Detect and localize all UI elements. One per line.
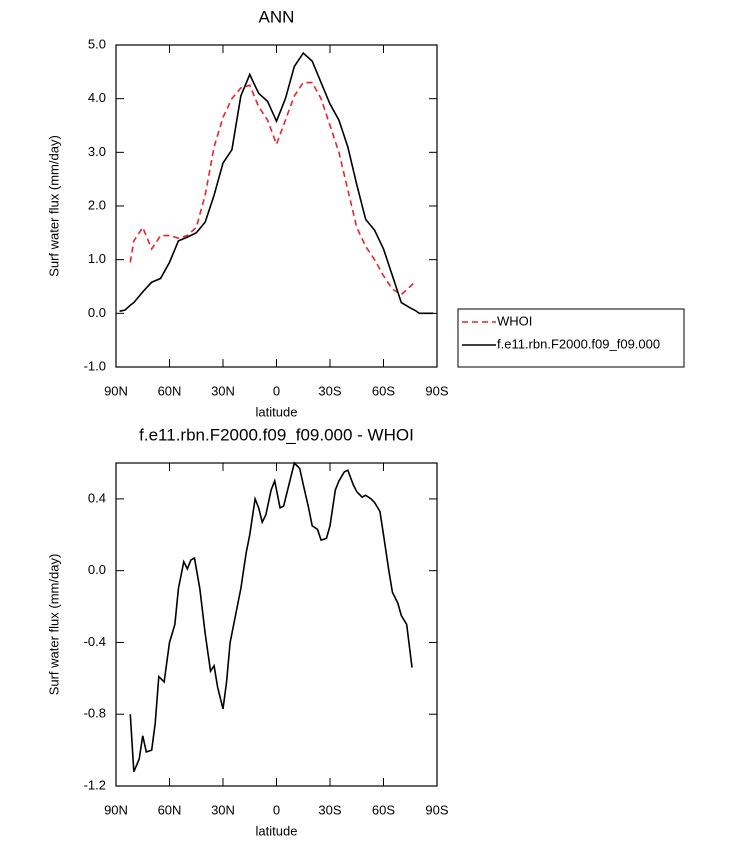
x-tick-label: 30S [318, 383, 341, 398]
legend-label: WHOI [497, 313, 532, 328]
plot-frame [115, 44, 438, 368]
chart-title: ANN [259, 7, 295, 26]
x-tick-label: 60S [372, 802, 395, 817]
y-tick-label: 3.0 [88, 144, 106, 159]
y-tick-label: 0.0 [88, 305, 106, 320]
plot-frame [115, 462, 438, 787]
y-tick-label: 4.0 [88, 90, 106, 105]
data-line [129, 461, 413, 772]
x-tick-label: 90N [104, 802, 128, 817]
x-tick-label: 0 [273, 802, 280, 817]
x-tick-label: 90N [104, 383, 128, 398]
x-axis-label: latitude [256, 823, 298, 838]
y-tick-label: 0.0 [88, 562, 106, 577]
data-line [119, 51, 434, 315]
y-tick-label: 1.0 [88, 251, 106, 266]
x-tick-label: 60N [158, 383, 182, 398]
x-tick-label: 30N [211, 383, 235, 398]
y-tick-label: -0.4 [84, 634, 106, 649]
x-tick-label: 60S [372, 383, 395, 398]
y-tick-label: 0.4 [88, 490, 106, 505]
legend-label: f.e11.rbn.F2000.f09_f09.000 [497, 336, 660, 351]
x-tick-label: 90S [425, 802, 448, 817]
y-tick-label: -1.0 [84, 358, 106, 373]
y-tick-label: -1.2 [84, 777, 106, 792]
y-tick-label: 2.0 [88, 197, 106, 212]
y-axis-label: Surf water flux (mm/day) [46, 135, 61, 277]
x-axis-label: latitude [256, 404, 298, 419]
x-tick-label: 30S [318, 802, 341, 817]
y-tick-label: -0.8 [84, 706, 106, 721]
y-tick-label: 5.0 [88, 36, 106, 51]
x-tick-label: 90S [425, 383, 448, 398]
legend-box [457, 308, 685, 368]
x-tick-label: 60N [158, 802, 182, 817]
y-axis-label: Surf water flux (mm/day) [46, 554, 61, 696]
x-tick-label: 30N [211, 802, 235, 817]
data-line [129, 81, 417, 296]
chart-title: f.e11.rbn.F2000.f09_f09.000 - WHOI [139, 425, 414, 444]
x-tick-label: 0 [273, 383, 280, 398]
